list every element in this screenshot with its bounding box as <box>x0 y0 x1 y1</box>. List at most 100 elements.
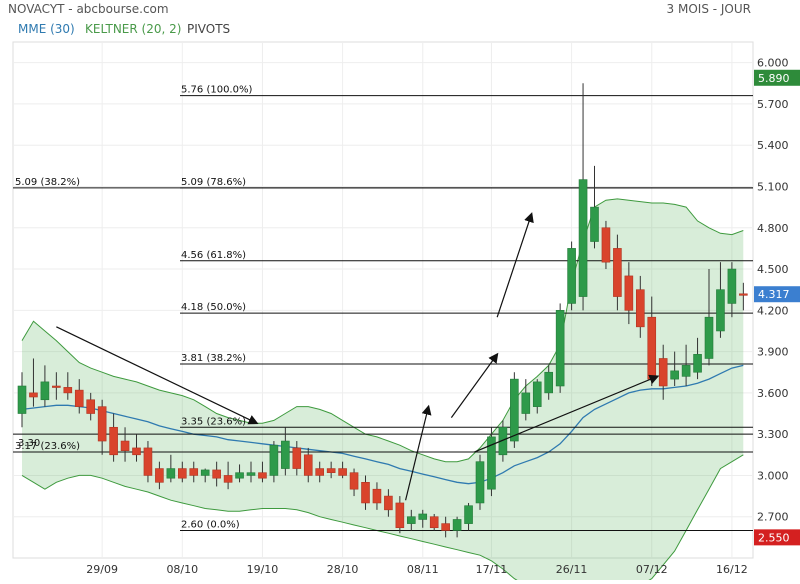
candle-body <box>384 495 393 511</box>
candle-body <box>361 482 370 504</box>
trend-arrow <box>496 212 534 318</box>
candle-body <box>613 248 622 297</box>
keltner-lower-line <box>21 454 744 584</box>
legend-item-mme[interactable]: MME (30) <box>18 22 75 36</box>
legend-item-keltner[interactable]: KELTNER (20, 2) <box>85 22 181 36</box>
level-label: 3.30 <box>18 438 40 449</box>
candle-body <box>658 358 668 387</box>
level-label: 4.18 (50.0%) <box>181 302 246 313</box>
candles-layer <box>17 83 748 538</box>
candle-body <box>372 488 382 504</box>
ema-layer <box>21 364 744 485</box>
keltner-band-fill <box>22 198 744 584</box>
legend: MME (30) KELTNER (20, 2) PIVOTS <box>18 22 230 36</box>
candle-body <box>441 523 450 531</box>
candle-body <box>166 468 176 479</box>
x-tick-label: 29/09 <box>86 563 118 576</box>
candle-body <box>693 354 702 373</box>
candle-body <box>315 468 325 476</box>
candle-body <box>555 310 565 387</box>
y-tick-label: 5.100 <box>757 180 789 193</box>
level-label: 4.56 (61.8%) <box>181 250 246 261</box>
candle-body <box>17 385 27 414</box>
candle-body <box>590 206 599 242</box>
candle-body <box>97 406 107 442</box>
y-tick-label: 3.600 <box>757 387 789 400</box>
level-label: 5.76 (100.0%) <box>181 85 252 96</box>
y-tick-label: 2.700 <box>757 511 789 524</box>
candle-body <box>109 426 118 456</box>
trend-arrow <box>474 374 660 453</box>
candle-body <box>681 365 691 377</box>
x-tick-label: 17/11 <box>476 563 508 576</box>
level-lines-layer: 5.76 (100.0%) 5.09 (78.6%) 5.09 (38.2%) 4.5… <box>13 85 753 531</box>
ema-line <box>21 364 744 485</box>
x-tick-label: 08/11 <box>407 563 439 576</box>
candle-body <box>189 468 199 476</box>
level-label: 5.09 (38.2%) <box>15 177 80 188</box>
axis-layer: 2.700 3.000 3.300 3.600 3.900 4.200 4.500 4.800… <box>86 57 788 576</box>
x-tick-label: 16/12 <box>716 563 748 576</box>
x-tick-label: 19/10 <box>247 563 279 576</box>
level-label: 2.60 (0.0%) <box>181 519 240 530</box>
candle-body <box>578 179 588 297</box>
candle-body <box>395 502 405 529</box>
price-badge-label: 2.550 <box>758 531 790 544</box>
candle-body <box>464 505 473 524</box>
candle-body <box>223 475 233 483</box>
candle-body <box>704 316 714 359</box>
y-tick-label: 4.500 <box>757 263 789 276</box>
candle-body <box>143 447 153 476</box>
candle-body <box>601 227 611 263</box>
y-tick-label: 3.300 <box>757 428 789 441</box>
candle-body <box>52 385 61 388</box>
candle-body <box>521 392 531 414</box>
candle-body <box>670 370 679 380</box>
y-tick-label: 4.800 <box>757 222 789 235</box>
y-tick-label: 5.700 <box>757 98 789 111</box>
candle-body <box>281 440 290 469</box>
candle-body <box>532 381 542 407</box>
candle-body <box>155 468 164 483</box>
price-badge <box>754 529 800 546</box>
trend-arrow <box>450 352 499 418</box>
y-tick-label: 3.900 <box>757 346 789 359</box>
candle-body <box>63 387 73 394</box>
x-tick-label: 28/10 <box>327 563 359 576</box>
candle-body <box>200 469 210 476</box>
x-tick-label: 26/11 <box>556 563 588 576</box>
candle-body <box>292 447 302 469</box>
candle-body <box>510 378 519 442</box>
candle-body <box>498 426 508 456</box>
y-tick-label: 3.000 <box>757 469 789 482</box>
candle-body <box>86 399 95 414</box>
candle-body <box>212 469 221 479</box>
legend-item-pivots[interactable]: PIVOTS <box>187 22 230 36</box>
keltner-band-layer <box>21 198 744 584</box>
candle-body <box>326 468 336 473</box>
candle-body <box>40 381 50 401</box>
candle-body <box>567 248 576 304</box>
candle-body <box>120 440 130 451</box>
price-badge <box>754 286 800 303</box>
level-label: 3.17 (23.6%) <box>15 441 80 452</box>
candle-body <box>544 371 554 394</box>
candle-body <box>487 436 496 490</box>
candle-body <box>635 289 645 328</box>
candle-body <box>269 444 279 476</box>
candle-body <box>235 472 244 479</box>
candle-body <box>418 513 428 520</box>
candle-body <box>452 519 462 531</box>
price-badge-label: 4.317 <box>758 288 790 301</box>
arrows-layer <box>56 212 660 501</box>
candle-body <box>739 293 748 296</box>
x-tick-label: 07/12 <box>636 563 668 576</box>
level-label: 3.35 (23.6%) <box>181 416 246 427</box>
price-badge <box>754 69 800 86</box>
y-tick-label: 6.000 <box>757 57 789 70</box>
level-label: 5.09 (78.6%) <box>181 177 246 188</box>
candle-body <box>178 468 187 479</box>
candle-body <box>303 454 313 476</box>
candle-body <box>429 516 439 529</box>
